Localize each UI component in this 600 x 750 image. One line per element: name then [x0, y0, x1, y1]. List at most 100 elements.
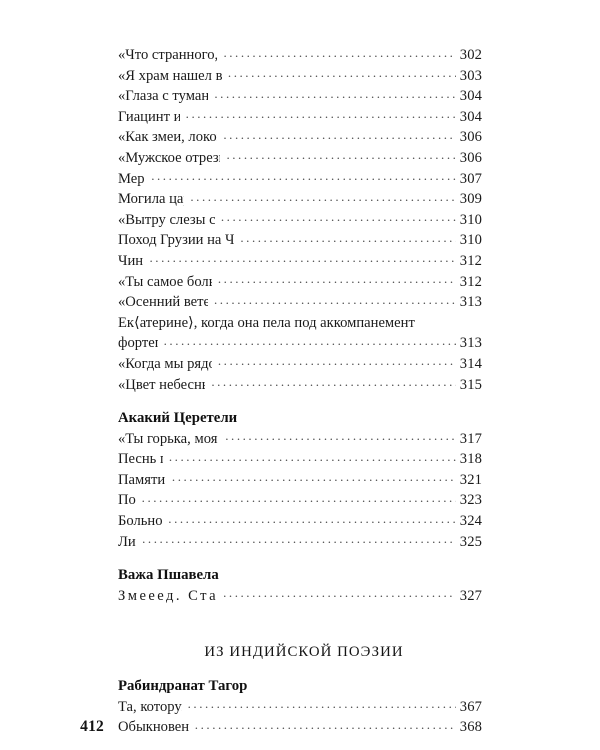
- toc-entry[interactable]: Гиацинт и странник 304: [118, 107, 482, 128]
- toc-entry[interactable]: «Ты горька, моя жизнь бесталанная...» 317: [118, 429, 482, 450]
- toc-entry-title: «Осенний ветер у меня в саду...»: [118, 294, 208, 311]
- toc-dot-leader: [195, 715, 456, 736]
- toc-dot-leader: [168, 509, 456, 530]
- toc-dot-leader: [223, 583, 456, 604]
- toc-entry-page-number: 368: [459, 719, 482, 736]
- toc-entry[interactable]: «Глаза с туманной поволокою...» 304: [118, 86, 482, 107]
- toc-entry-page-number: 310: [459, 211, 482, 228]
- toc-dot-leader: [218, 351, 456, 372]
- toc-entry-list: «Ты горька, моя жизнь бесталанная...» 317…: [118, 429, 510, 553]
- toc-entry-page-number: 307: [459, 170, 482, 187]
- toc-dot-leader: [223, 43, 455, 64]
- toc-entry[interactable]: «Я храм нашел в песках. Средь тьмы...» 30…: [118, 66, 482, 87]
- toc-entry[interactable]: Обыкновенная девушка 368: [118, 717, 482, 738]
- toc-dot-leader: [151, 166, 456, 187]
- toc-entry-title: Мерани: [118, 170, 145, 187]
- toc-entry-title: Могила царя Ираклия: [118, 191, 184, 208]
- toc-entry[interactable]: Ек⟨атерине⟩, когда она пела под аккомпан…: [118, 313, 482, 354]
- toc-entry-page-number: 321: [459, 471, 482, 488]
- toc-entry[interactable]: Памяти Гоголя 321: [118, 470, 482, 491]
- toc-entry-title: «Когда мы рядом, в необъятной...»: [118, 355, 212, 372]
- toc-entry[interactable]: «Осенний ветер у меня в саду...» 313: [118, 292, 482, 313]
- toc-entry-page-number: 302: [459, 47, 482, 63]
- toc-entry[interactable]: Больной поэт 324: [118, 511, 482, 532]
- toc-entry-page-number: 317: [459, 430, 482, 447]
- toc-entry-title: Гиацинт и странник: [118, 108, 180, 125]
- toc-entry-title-line2: фортепиано: [118, 335, 158, 352]
- toc-entry-title: «Ты горька, моя жизнь бесталанная...»: [118, 430, 219, 447]
- toc-entry-title: Лира: [118, 533, 136, 550]
- toc-entry-title: «Ты самое большое чудо Божье...»: [118, 273, 212, 290]
- toc-dot-leader: [214, 84, 455, 105]
- toc-entry[interactable]: Песнь песней 318: [118, 449, 482, 470]
- author-heading: Акакий Церетели: [118, 410, 238, 427]
- toc-entry-page-number: 324: [459, 513, 482, 530]
- toc-dot-leader: [190, 187, 455, 208]
- toc-entry-title: Песнь песней: [118, 451, 163, 468]
- toc-entry[interactable]: Поход Грузии на Чечню и Дагестан в 1844 …: [118, 230, 482, 251]
- toc-dot-leader: [221, 207, 456, 228]
- toc-entry[interactable]: «Вытру слезы средь самого пыла...» 310: [118, 210, 482, 231]
- toc-entry[interactable]: «Ты самое большое чудо Божье...» 312: [118, 272, 482, 293]
- toc-entry-page-number: 310: [459, 232, 482, 249]
- toc-entry[interactable]: Лира 325: [118, 532, 482, 553]
- toc-entry[interactable]: Чинара 312: [118, 251, 482, 272]
- toc-entry[interactable]: Мерани 307: [118, 169, 482, 190]
- toc-entry-list: Та, которую я любил 367 Обыкновенная девуш…: [118, 697, 510, 738]
- toc-entry[interactable]: «Что странного, что я пишу стихи?..» 302: [118, 45, 482, 66]
- toc-dot-leader: [142, 529, 456, 550]
- toc-entry[interactable]: «Когда мы рядом, в необъятной...» 314: [118, 354, 482, 375]
- toc-entry[interactable]: Та, которую я любил 367: [118, 697, 482, 718]
- toc-dot-leader: [225, 426, 456, 447]
- toc-dot-leader: [188, 694, 456, 715]
- toc-dot-leader: [142, 488, 456, 509]
- author-heading: Важа Пшавела: [118, 567, 219, 584]
- toc-entry-page-number: 323: [459, 492, 482, 509]
- toc-dot-leader: [186, 104, 456, 125]
- toc-entry-list: «Что странного, что я пишу стихи?..»302«…: [118, 45, 510, 395]
- toc-entry-page-number: 304: [459, 108, 482, 125]
- toc-entry-page-number: 309: [459, 191, 482, 208]
- toc-dot-leader: [149, 248, 455, 269]
- toc-entry-page-number: 325: [459, 533, 482, 550]
- toc-entry[interactable]: Могила царя Ираклия 309: [118, 189, 482, 210]
- toc-entry-title: «Что странного, что я пишу стихи?..»: [118, 47, 218, 63]
- toc-entry-title: Поэт: [118, 492, 136, 509]
- toc-entry-page-number: 318: [459, 451, 482, 468]
- toc-entry[interactable]: «Мужское отрезвленье — не измена...» 306: [118, 148, 482, 169]
- toc-entry-page-number: 303: [459, 67, 482, 84]
- toc-entry-page-number: 306: [459, 129, 482, 146]
- toc-entry-title: «Как змеи, локоны твои распались...»: [118, 129, 217, 146]
- toc-entry-page-number: 312: [459, 273, 482, 290]
- section-heading: ИЗ ИНДИЙСКОЙ ПОЭЗИИ: [204, 644, 404, 661]
- toc-entry-title: «Цвет небесный, синий цвет...»: [118, 376, 205, 393]
- toc-entry-title: «Вытру слезы средь самого пыла...»: [118, 211, 215, 228]
- toc-entry[interactable]: «Цвет небесный, синий цвет...» 315: [118, 375, 482, 396]
- toc-entry[interactable]: Змееед. Старинный рассказ 327: [118, 586, 482, 607]
- toc-entry-title: «Глаза с туманной поволокою...»: [118, 88, 209, 105]
- toc-dot-leader: [172, 467, 456, 488]
- table-of-contents: «Что странного, что я пишу стихи?..»302«…: [118, 45, 510, 738]
- toc-dot-leader: [218, 269, 456, 290]
- toc-entry-page-number: 327: [459, 587, 482, 604]
- toc-entry-page-number: 367: [459, 698, 482, 715]
- toc-entry-title: «Мужское отрезвленье — не измена...»: [118, 149, 220, 166]
- toc-dot-leader: [211, 372, 455, 393]
- toc-entry-title: Памяти Гоголя: [118, 471, 166, 488]
- toc-entry-page-number: 313: [459, 294, 482, 311]
- toc-entry-list: Змееед. Старинный рассказ 327: [118, 586, 510, 607]
- toc-entry-title-continued: фортепиано 313: [118, 333, 482, 354]
- toc-entry-page-number: 306: [459, 149, 482, 166]
- toc-entry[interactable]: Поэт 323: [118, 490, 482, 511]
- toc-entry-title: Поход Грузии на Чечню и Дагестан в 1844 …: [118, 232, 235, 249]
- toc-dot-leader: [169, 447, 456, 468]
- toc-dot-leader: [228, 63, 456, 84]
- toc-entry-title: Чинара: [118, 252, 144, 269]
- author-heading: Рабиндранат Тагор: [118, 678, 248, 695]
- toc-entry-title: «Я храм нашел в песках. Средь тьмы...»: [118, 67, 222, 84]
- toc-entry-page-number: 315: [459, 376, 482, 393]
- toc-entry[interactable]: «Как змеи, локоны твои распались...» 306: [118, 127, 482, 148]
- toc-dot-leader: [240, 228, 455, 249]
- page-folio-number: 412: [80, 718, 104, 736]
- toc-entry-title: Та, которую я любил: [118, 698, 182, 715]
